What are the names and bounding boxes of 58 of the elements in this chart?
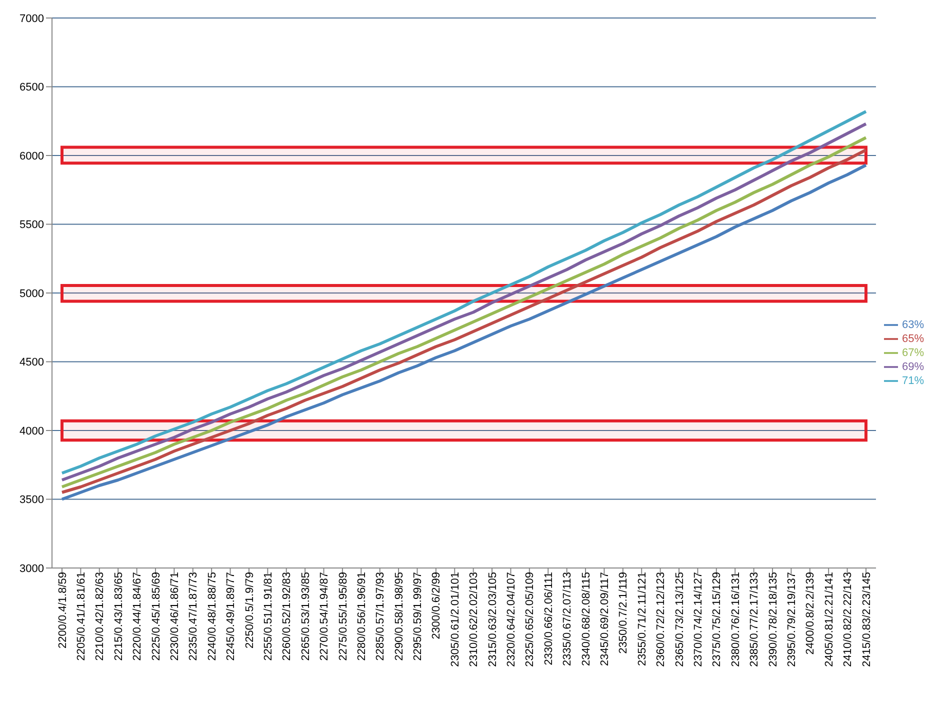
legend-label: 67%	[902, 346, 924, 359]
x-tick-label: 2310/0.62/2.02/103	[468, 572, 480, 667]
x-tick-label: 2305/0.61/2.01/101	[449, 572, 462, 667]
x-tick-label: 2365/0.73/2.13/125	[674, 572, 686, 667]
x-tick-label: 2220/0.44/1.84/67	[132, 572, 144, 661]
x-tick-label: 2385/0.77/2.17/133	[748, 572, 761, 667]
y-tick-label: 6500	[20, 82, 44, 94]
x-tick-label: 2205/0.41/1.81/61	[76, 572, 88, 661]
x-tick-label: 2360/0.72/2.12/123	[655, 572, 668, 667]
legend-label: 69%	[902, 360, 924, 373]
x-tick-label: 2315/0.63/2.03/105	[486, 572, 499, 667]
x-tick-label: 2270/0.54/1.94/87	[318, 572, 331, 661]
x-tick-label: 2300/0.6/2/99	[430, 572, 443, 640]
x-tick-label: 2400/0.8/2.2/139	[804, 572, 817, 655]
y-tick-label: 3500	[20, 494, 44, 506]
x-tick-label: 2240/0.48/1.88/75	[206, 572, 218, 661]
legend-label: 71%	[902, 374, 924, 387]
x-tick-label: 2345/0.69/2.09/117	[599, 572, 612, 666]
x-tick-label: 2405/0.81/2.21/141	[823, 572, 836, 667]
legend-label: 65%	[902, 332, 924, 345]
x-tick-label: 2380/0.76/2.16/131	[730, 572, 742, 667]
x-tick-label: 2235/0.47/1.87/73	[188, 572, 200, 661]
x-tick-label: 2325/0.65/2.05/109	[524, 572, 536, 667]
x-tick-label: 2390/0.78/2.18/135	[767, 572, 780, 667]
x-tick-label: 2415/0.83/2.23/145	[860, 572, 873, 667]
x-tick-label: 2275/0.55/1.95/89	[337, 572, 350, 661]
y-tick-label: 5500	[20, 219, 44, 232]
x-tick-label: 2330/0.66/2.06/111	[542, 572, 555, 666]
y-tick-label: 4500	[20, 356, 44, 369]
x-tick-label: 2200/0.4/1.8/59	[56, 572, 69, 648]
x-tick-label: 2320/0.64/2.04/107	[506, 572, 518, 667]
x-tick-label: 2260/0.52/1.92/83	[281, 572, 294, 661]
x-tick-label: 2265/0.53/1.93/85	[300, 572, 312, 661]
y-tick-label: 6000	[20, 150, 44, 162]
x-tick-label: 2395/0.79/2.19/137	[786, 572, 798, 667]
x-tick-label: 2230/0.46/1.86/71	[168, 572, 181, 661]
y-tick-label: 5000	[20, 288, 44, 300]
x-tick-label: 2375/0.75/2.15/129	[711, 572, 724, 667]
x-tick-label: 2410/0.82/2.22/143	[842, 572, 854, 667]
x-tick-label: 2350/0.7/2.1/119	[618, 572, 630, 654]
x-tick-label: 2370/0.74/2.14/127	[692, 572, 705, 667]
x-tick-label: 2295/0.59/1.99/97	[412, 572, 424, 661]
y-tick-label: 4000	[20, 425, 44, 438]
x-tick-label: 2210/0.42/1.82/63	[94, 572, 106, 661]
x-tick-label: 2225/0.45/1.85/69	[150, 572, 162, 661]
x-tick-label: 2215/0.43/1.83/65	[112, 572, 125, 661]
x-tick-label: 2255/0.51/1.91/81	[262, 572, 274, 661]
x-tick-label: 2280/0.56/1.96/91	[356, 572, 368, 661]
x-tick-label: 2340/0.68/2.08/115	[580, 572, 592, 666]
legend-label: 63%	[902, 318, 924, 331]
x-tick-label: 2335/0.67/2.07/113	[562, 572, 574, 666]
y-tick-label: 3000	[20, 562, 44, 575]
x-tick-label: 2245/0.49/1.89/77	[225, 572, 238, 661]
x-tick-label: 2290/0.58/1.98/95	[393, 572, 406, 661]
x-tick-label: 2250/0.5/1.9/79	[244, 572, 256, 648]
x-tick-label: 2355/0.71/2.11/121	[636, 572, 648, 666]
y-tick-label: 7000	[20, 12, 44, 25]
x-tick-label: 2285/0.57/1.97/93	[374, 572, 387, 661]
